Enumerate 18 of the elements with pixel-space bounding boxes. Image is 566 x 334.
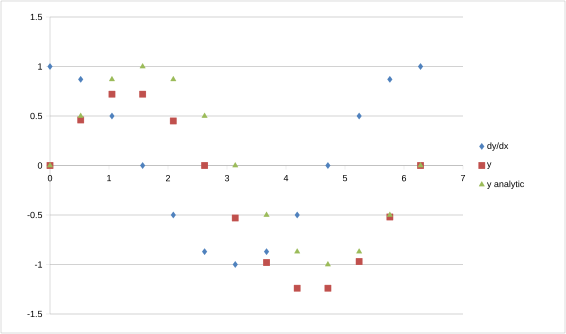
- x-tick-label: 1: [107, 174, 112, 182]
- y-tick-label: -1: [34, 261, 42, 268]
- x-tick-label: 5: [342, 174, 348, 182]
- x-tick-label: 7: [460, 174, 466, 182]
- y-tick-label: 0.5: [30, 112, 42, 120]
- y-tick-label: 1: [38, 63, 42, 70]
- y-tick-label: -0.5: [27, 212, 42, 218]
- legend-label: dy/dx: [487, 142, 508, 151]
- y-tick-label: 0: [38, 162, 42, 169]
- y-tick-label: -1.5: [27, 310, 42, 318]
- x-tick-label: 3: [224, 174, 230, 182]
- x-tick-label: 0: [48, 174, 52, 182]
- x-tick-label: 6: [402, 174, 406, 182]
- x-tick-label: 4: [284, 174, 288, 182]
- y-tick-label: 1.5: [30, 14, 42, 20]
- legend-label: y analytic: [486, 180, 524, 189]
- x-tick-label: 2: [166, 174, 170, 182]
- legend-label: y: [486, 162, 492, 169]
